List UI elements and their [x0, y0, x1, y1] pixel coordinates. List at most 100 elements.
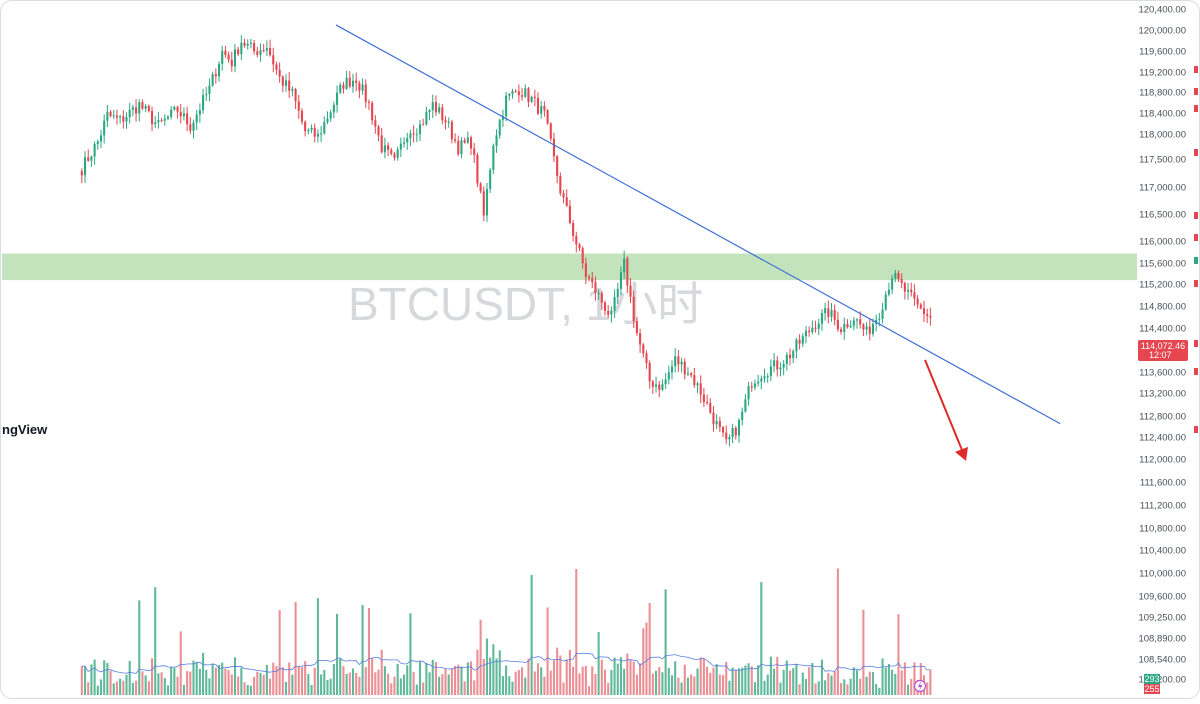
axis-marker — [1194, 257, 1198, 264]
price-axis-label: 109,600.00 — [1138, 592, 1186, 603]
volume-bar — [715, 664, 718, 695]
candle-body — [342, 84, 345, 89]
candle-body — [450, 121, 453, 140]
candle-body — [399, 143, 402, 150]
volume-bar — [186, 671, 189, 695]
candle-body — [90, 156, 93, 161]
volume-bar — [878, 687, 881, 695]
volume-bar — [664, 589, 667, 695]
volume-bar — [237, 676, 240, 695]
candle-body — [782, 363, 785, 368]
volume-bar — [581, 666, 584, 695]
candle-body — [811, 327, 814, 333]
volume-bar — [753, 682, 756, 695]
volume-bar — [884, 667, 887, 695]
candle-body — [498, 119, 501, 136]
volume-bar — [482, 658, 485, 695]
volume-bar — [600, 659, 603, 695]
candle-body — [99, 135, 103, 142]
candle-body — [106, 111, 109, 121]
volume-bar — [390, 683, 393, 695]
candle-body — [233, 49, 237, 67]
resistance-zone-layer — [2, 253, 1137, 281]
volume-bar — [205, 669, 208, 695]
volume-bar — [798, 684, 801, 695]
volume-bar — [227, 670, 230, 695]
candle-body — [186, 113, 189, 125]
candle-body — [304, 121, 307, 132]
volume-bar — [613, 657, 616, 695]
candle-body — [919, 304, 922, 309]
candle-body — [530, 96, 533, 102]
volume-bar — [284, 681, 288, 695]
candle-body — [699, 383, 702, 395]
volume-bar — [485, 638, 489, 695]
volume-bar — [246, 684, 249, 695]
volume-bar — [106, 662, 109, 695]
volume-bar — [371, 658, 374, 695]
candle-body — [428, 110, 431, 112]
price-axis-label: 117,000.00 — [1139, 183, 1186, 194]
volume-bar — [374, 672, 377, 695]
candle-body — [651, 381, 654, 387]
tradingview-logo-text: ngView — [2, 422, 48, 437]
volume-bar — [619, 657, 623, 695]
volume-bar — [677, 677, 680, 695]
candle-body — [351, 80, 355, 87]
volume-bar — [840, 683, 843, 695]
candle-body — [313, 127, 316, 137]
volume-bar — [852, 667, 855, 695]
volume-bar — [514, 671, 517, 695]
volume-bar — [195, 661, 198, 695]
volume-bar — [170, 666, 173, 695]
volume-bar — [96, 685, 99, 695]
candle-body — [294, 89, 297, 102]
candle-body — [173, 107, 176, 110]
volume-bar — [393, 676, 396, 695]
price-axis-label: 120,000.00 — [1138, 26, 1186, 37]
volume-bar — [820, 659, 823, 695]
candle-body — [747, 386, 750, 400]
candle-body — [766, 375, 769, 377]
price-axis-label: 119,600.00 — [1139, 47, 1186, 58]
volume-bar — [887, 663, 890, 695]
volume-bar — [827, 673, 830, 695]
candle-body — [721, 427, 725, 433]
volume-bar — [141, 671, 144, 695]
volume-bar — [281, 667, 284, 695]
price-axis-label: 112,800.00 — [1139, 412, 1186, 423]
price-axis-label: 116,000.00 — [1139, 237, 1186, 248]
candle-body — [256, 51, 259, 55]
candle-body — [412, 133, 415, 135]
candle-body — [543, 106, 546, 111]
candle-body — [760, 378, 763, 382]
candle-body — [785, 354, 788, 364]
volume-bar — [670, 675, 674, 695]
volume-bar — [150, 658, 154, 695]
volume-bar — [766, 674, 769, 695]
candle-body — [814, 327, 817, 329]
candle-body — [492, 145, 495, 170]
candle-body — [881, 309, 884, 319]
volume-bar — [562, 682, 565, 695]
candle-body — [635, 321, 638, 334]
volume-bar — [721, 675, 725, 695]
candle-body — [336, 92, 339, 105]
candle-body — [536, 97, 540, 114]
volume-bar — [329, 678, 332, 695]
candle-body — [817, 323, 820, 329]
candle-body — [607, 310, 610, 315]
volume-bar — [269, 678, 272, 695]
candle-body — [469, 137, 473, 149]
volume-bar — [728, 680, 731, 695]
price-axis-label: 111,200.00 — [1140, 501, 1186, 512]
candle-body — [390, 149, 393, 154]
candle-body — [211, 74, 214, 86]
candle-body — [170, 109, 173, 117]
volume-bar — [824, 680, 827, 695]
volume-bar — [351, 668, 355, 695]
candle-body — [473, 148, 476, 155]
candle-body — [731, 427, 734, 438]
